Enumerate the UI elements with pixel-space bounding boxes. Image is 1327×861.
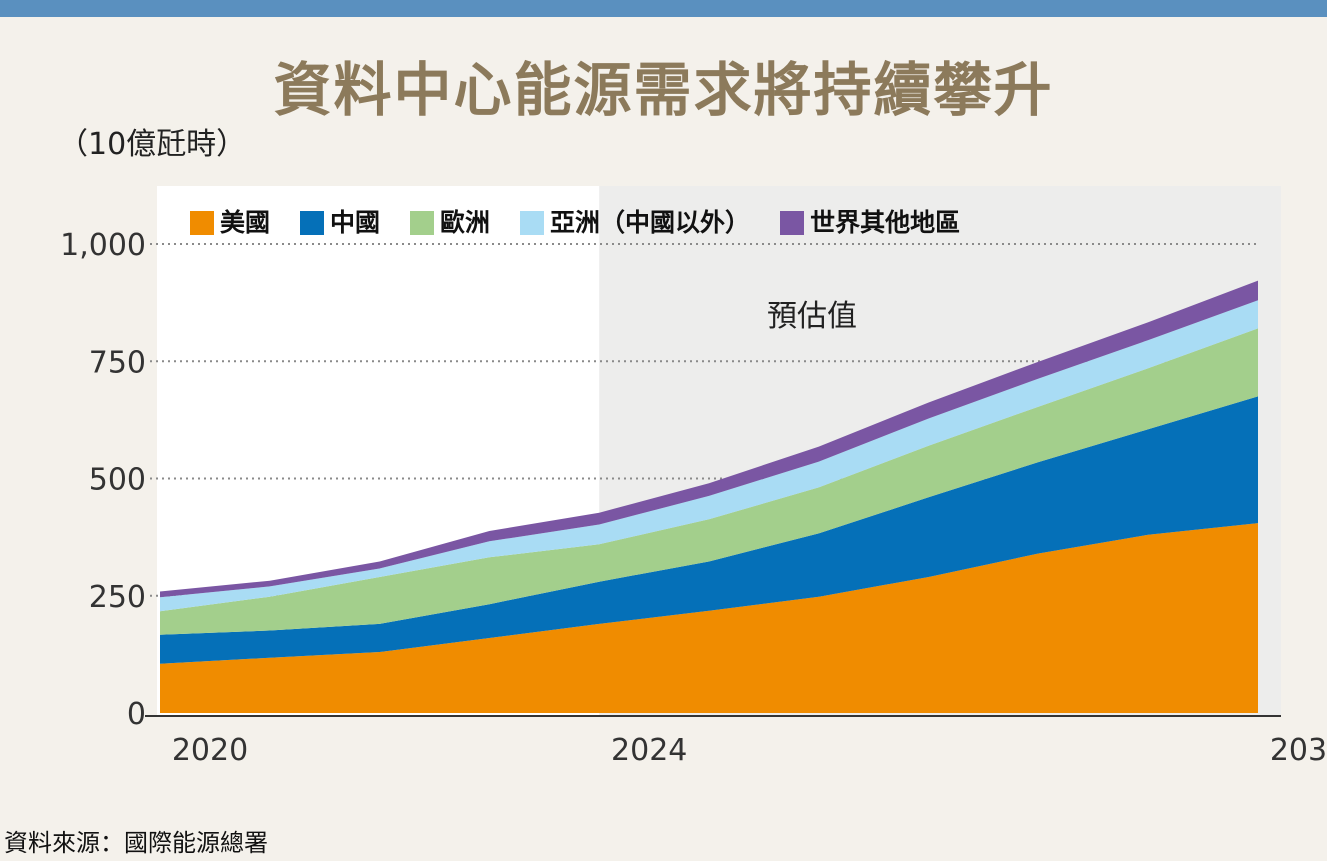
- legend-label: 歐洲: [440, 208, 491, 237]
- area-series: [160, 396, 1258, 664]
- legend-swatch: [410, 211, 435, 235]
- legend: 美國 中國 歐洲 亞洲（中國以外） 世界其他地區: [190, 206, 960, 240]
- y-tick-label: 250: [89, 580, 146, 615]
- area-series: [160, 328, 1258, 635]
- x-tick-label: 2024: [611, 733, 687, 768]
- chart-title: 資料中心能源需求將持續攀升: [273, 56, 1054, 124]
- legend-swatch: [190, 211, 214, 235]
- y-tick-labels: 0 250 500 750 1,000: [60, 228, 146, 732]
- legend-item: 世界其他地區: [780, 208, 960, 238]
- y-tick-label: 750: [89, 345, 146, 380]
- legend-label: 中國: [330, 208, 381, 237]
- legend-swatch: [780, 211, 805, 235]
- area-layer: [160, 280, 1258, 713]
- legend-item: 美國: [190, 208, 270, 238]
- x-tick-labels: 2020 2024 2030: [172, 733, 1327, 768]
- legend-label: 美國: [220, 208, 271, 237]
- legend-swatch: [520, 211, 545, 235]
- area-series: [160, 523, 1258, 713]
- y-tick-label: 1,000: [60, 228, 146, 263]
- source-note: 資料來源：國際能源總署: [4, 829, 268, 857]
- legend-item: 亞洲（中國以外）: [520, 208, 750, 238]
- projection-label: 預估值: [767, 299, 857, 334]
- y-tick-label: 500: [89, 463, 146, 498]
- x-tick-label: 2030: [1270, 733, 1327, 768]
- y-tick-label: 0: [127, 697, 146, 732]
- legend-label: 亞洲（中國以外）: [550, 208, 751, 237]
- x-tick-label: 2020: [172, 733, 248, 768]
- top-accent-bar: [0, 0, 1327, 17]
- y-axis-unit-label: （10億瓩時）: [58, 127, 247, 162]
- legend-item: 中國: [300, 208, 380, 238]
- legend-item: 歐洲: [410, 208, 490, 238]
- legend-swatch: [300, 211, 325, 235]
- legend-label: 世界其他地區: [810, 208, 961, 237]
